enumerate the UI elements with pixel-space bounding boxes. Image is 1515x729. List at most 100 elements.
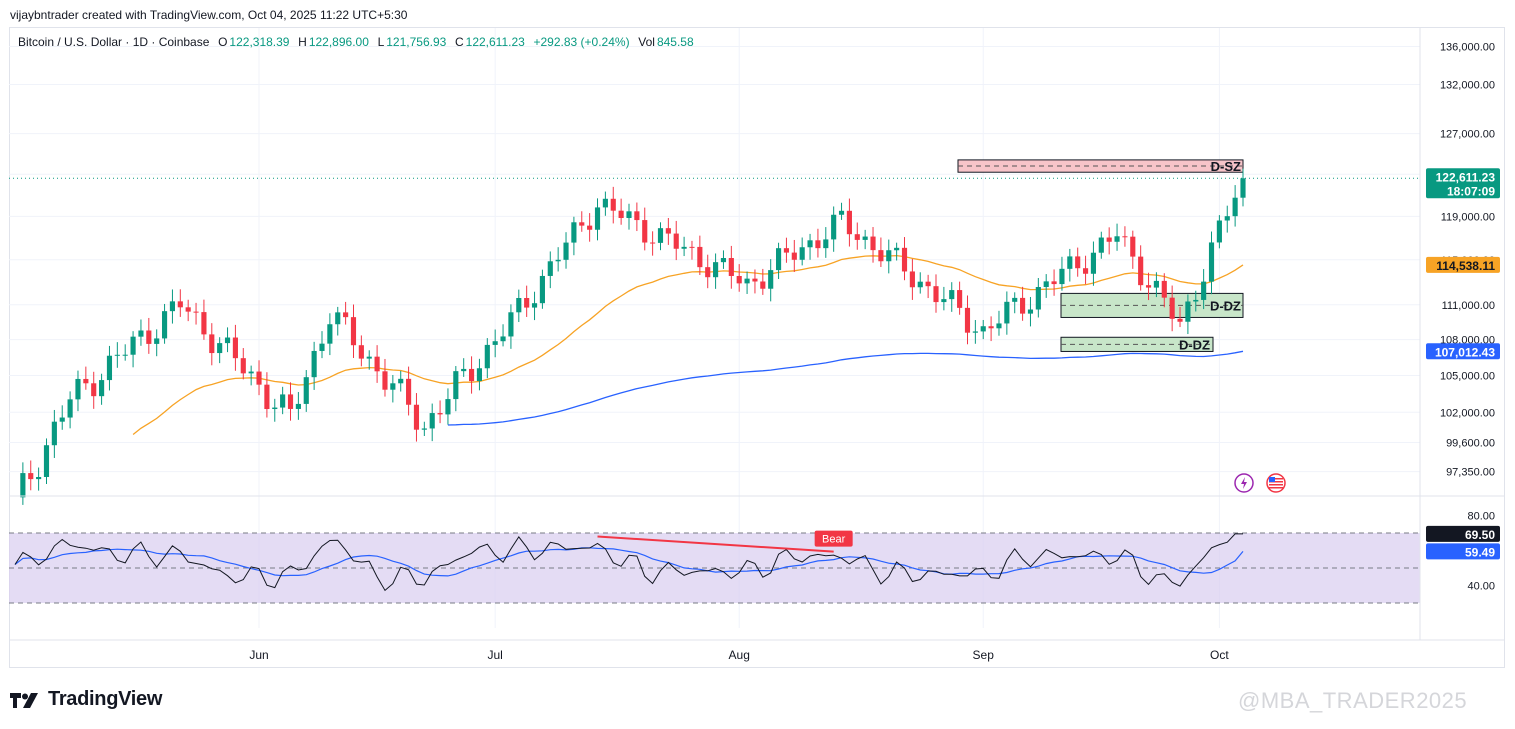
candle-body	[295, 403, 301, 409]
candle	[280, 386, 286, 415]
candle	[768, 259, 774, 302]
zone-label: D-DZ	[1210, 298, 1241, 313]
rsi-ma-badge: 59.49	[1465, 545, 1495, 559]
candle-body	[1059, 268, 1065, 285]
high-value: 122,896.00	[308, 35, 369, 49]
candle	[350, 304, 357, 358]
candle	[925, 274, 931, 299]
candle-body	[374, 356, 380, 372]
candle	[941, 286, 947, 311]
candle-body	[130, 336, 136, 355]
candle	[59, 405, 65, 430]
time-tick-label: Oct	[1210, 648, 1229, 662]
candle-body	[901, 247, 908, 272]
candle	[980, 319, 986, 340]
candle	[1090, 241, 1097, 286]
candle	[43, 438, 50, 485]
candle-body	[406, 378, 412, 405]
price-badge	[1426, 256, 1500, 273]
candle	[524, 285, 530, 317]
candle	[193, 302, 199, 325]
candle	[335, 306, 341, 336]
candle-body	[20, 473, 26, 498]
candle-body	[1169, 297, 1175, 319]
tradingview-logo[interactable]: TradingView	[10, 688, 162, 711]
candle-body	[327, 324, 333, 344]
candle	[500, 324, 506, 347]
candle-body	[524, 298, 530, 308]
candle	[130, 331, 136, 368]
candle-body	[870, 236, 876, 251]
candle	[36, 467, 42, 491]
candle-body	[146, 330, 152, 344]
candle	[358, 335, 364, 367]
moving-averages	[132, 254, 1244, 436]
candle-body	[799, 247, 805, 260]
candle-body	[838, 210, 845, 215]
close-value: 122,611.23	[465, 35, 525, 49]
candle	[154, 329, 160, 357]
candle	[28, 460, 34, 491]
candle-body	[51, 421, 57, 446]
candle	[99, 373, 105, 405]
candle-body	[201, 312, 207, 335]
candle	[421, 421, 427, 437]
candle	[185, 299, 191, 322]
candle	[468, 356, 475, 394]
candle-body	[579, 222, 585, 226]
candle-body	[681, 246, 687, 249]
candle-body	[280, 394, 286, 408]
candle-body	[697, 246, 703, 268]
candle-body	[1177, 318, 1183, 322]
candle	[831, 206, 837, 252]
candle-body	[1027, 309, 1034, 314]
candle-body	[1185, 301, 1191, 322]
candle-body	[217, 343, 223, 354]
candle-body	[1201, 281, 1207, 300]
flag-stripe	[1269, 478, 1283, 480]
ema-fast-line	[132, 254, 1244, 436]
candle	[760, 268, 766, 295]
candle	[240, 348, 246, 380]
candle-body	[862, 236, 868, 240]
candle	[303, 370, 309, 412]
candle-body	[917, 281, 923, 288]
candle-body	[232, 337, 238, 359]
zones: D-SZ D-DZ D-DZ	[957, 159, 1244, 352]
candle	[1082, 255, 1089, 285]
candle	[650, 231, 656, 256]
time-tick-label: Jun	[249, 648, 268, 662]
candle-body	[358, 345, 364, 359]
candle-body	[484, 344, 490, 369]
candle	[539, 269, 545, 309]
candle	[1075, 247, 1081, 277]
candle-body	[366, 356, 372, 359]
candle	[901, 237, 908, 281]
candle-body	[642, 220, 648, 243]
candle	[886, 239, 892, 274]
candle	[988, 316, 994, 342]
creator-caption: vijaybntrader created with TradingView.c…	[10, 8, 408, 22]
candle	[531, 291, 538, 321]
candle	[594, 198, 601, 241]
candle-body	[791, 252, 797, 260]
candle-body	[1153, 280, 1159, 288]
candle-body	[650, 242, 656, 244]
candle-body	[610, 198, 616, 211]
candle-body	[846, 210, 852, 235]
candle	[1193, 290, 1199, 312]
candle	[1138, 245, 1144, 291]
candle	[461, 358, 467, 377]
candle	[657, 222, 664, 251]
candle	[1130, 230, 1136, 269]
zone-label: D-DZ	[1179, 337, 1210, 352]
candle	[51, 409, 57, 458]
volume-label: Vol	[638, 35, 655, 49]
price-badge	[1426, 543, 1500, 560]
candle	[752, 269, 758, 294]
candle-body	[1232, 197, 1238, 217]
candle-body	[43, 445, 50, 477]
us-flag-icon	[1266, 473, 1286, 493]
candle-body	[1106, 237, 1112, 242]
